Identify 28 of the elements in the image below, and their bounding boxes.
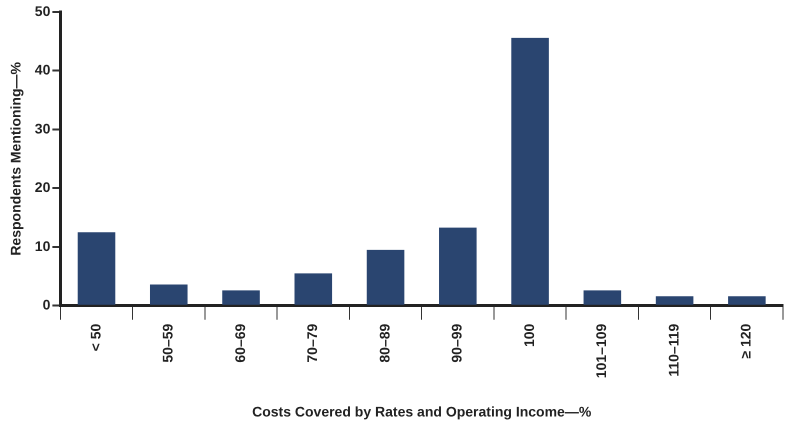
bar	[366, 250, 404, 305]
bar	[78, 232, 116, 305]
x-tick-label: 101–109	[593, 323, 610, 378]
x-tick-label: 50–59	[160, 323, 176, 363]
x-tick-label: 60–69	[232, 323, 248, 363]
x-tick-label: 100	[520, 323, 537, 348]
y-axis-title: Respondents Mentioning—%	[7, 61, 24, 256]
x-axis-title: Costs Covered by Rates and Operating Income—%	[252, 403, 592, 420]
y-tick-label: 40	[34, 62, 51, 78]
y-tick-label: 20	[34, 179, 51, 196]
bar	[439, 228, 477, 305]
bar	[511, 38, 549, 305]
y-tick-label: 50	[34, 2, 51, 19]
bar	[584, 290, 622, 305]
x-tick-label: 70–79	[304, 323, 320, 363]
bar	[150, 284, 188, 305]
x-tick-label: 80–89	[376, 323, 392, 363]
x-tick-label: 90–99	[448, 323, 465, 363]
x-tick-label: ≥ 120	[738, 323, 754, 359]
y-tick-label: 30	[34, 120, 51, 136]
bar	[728, 296, 766, 305]
y-tick-label: 0	[42, 296, 51, 313]
bar	[222, 290, 260, 305]
y-tick-label: 10	[34, 238, 51, 254]
bar	[294, 273, 332, 305]
x-tick-label: 110–119	[665, 323, 682, 377]
x-tick-label: < 50	[87, 323, 104, 352]
bar	[656, 296, 694, 305]
